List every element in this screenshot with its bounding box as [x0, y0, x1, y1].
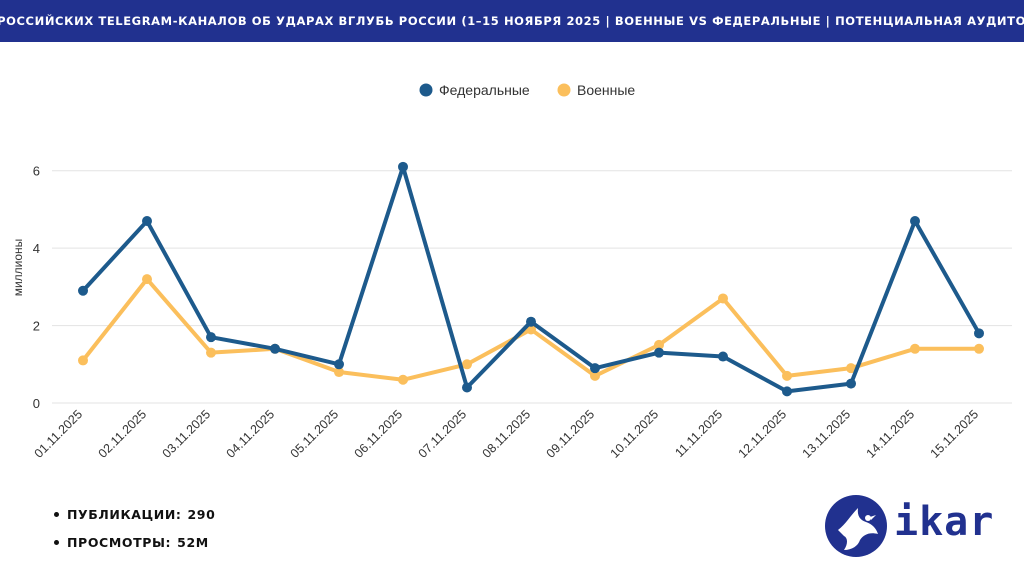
x-tick-label: 04.11.2025: [224, 407, 278, 461]
data-point: [654, 339, 664, 350]
data-point: [974, 328, 984, 339]
data-point: [782, 386, 792, 397]
data-point: [398, 374, 408, 385]
data-point: [654, 347, 664, 358]
y-tick-label: 4: [33, 241, 40, 256]
x-tick-label: 07.11.2025: [416, 407, 470, 461]
stat-value: 290: [187, 506, 216, 522]
x-tick-label: 10.11.2025: [608, 407, 662, 461]
data-point: [398, 161, 408, 172]
header-banner: ТОП РОССИЙСКИХ TELEGRAM-КАНАЛОВ ОБ УДАРА…: [0, 0, 1024, 42]
x-tick-label: 13.11.2025: [800, 407, 854, 461]
data-point: [526, 316, 536, 327]
y-tick-label: 0: [33, 396, 40, 411]
data-point: [206, 347, 216, 358]
stat-publications: ПУБЛИКАЦИИ: 290: [54, 500, 215, 528]
data-point: [206, 332, 216, 343]
data-point: [78, 285, 88, 296]
data-point: [718, 293, 728, 304]
x-tick-label: 09.11.2025: [544, 407, 598, 461]
x-tick-label: 14.11.2025: [864, 407, 918, 461]
stat-value: 52M: [177, 534, 209, 550]
y-tick-label: 6: [33, 164, 40, 179]
x-tick-label: 12.11.2025: [736, 407, 790, 461]
legend-marker: [419, 83, 433, 97]
data-point: [142, 274, 152, 285]
x-tick-label: 11.11.2025: [672, 407, 725, 460]
data-point: [910, 343, 920, 354]
stat-views: ПРОСМОТРЫ: 52M: [54, 528, 215, 556]
data-point: [462, 382, 472, 393]
bullet-icon: [54, 539, 59, 545]
data-point: [334, 367, 344, 378]
data-point: [846, 363, 856, 374]
x-tick-label: 03.11.2025: [160, 407, 214, 461]
logo-text: ikar: [894, 499, 995, 545]
data-point: [78, 355, 88, 366]
page-title: ТОП РОССИЙСКИХ TELEGRAM-КАНАЛОВ ОБ УДАРА…: [0, 14, 1024, 28]
x-tick-label: 15.11.2025: [928, 407, 982, 461]
data-point: [718, 351, 728, 362]
data-point: [910, 216, 920, 227]
x-tick-label: 02.11.2025: [96, 407, 150, 461]
x-tick-label: 06.11.2025: [352, 407, 406, 461]
x-tick-label: 05.11.2025: [288, 407, 342, 461]
legend-label: Военные: [577, 82, 635, 98]
stats-list: ПУБЛИКАЦИИ: 290 ПРОСМОТРЫ: 52M: [54, 500, 215, 556]
data-point: [974, 343, 984, 354]
data-point: [846, 378, 856, 389]
x-tick-label: 01.11.2025: [32, 407, 86, 461]
x-tick-label: 08.11.2025: [480, 407, 534, 461]
data-point: [590, 370, 600, 381]
data-point: [590, 363, 600, 374]
stat-label: ПРОСМОТРЫ:: [67, 534, 172, 550]
data-point: [462, 359, 472, 370]
ikar-logo: ikar: [824, 494, 1014, 558]
legend-label: Федеральные: [439, 82, 530, 98]
bullet-icon: [54, 511, 59, 517]
data-point: [270, 343, 280, 354]
y-tick-label: 2: [33, 319, 40, 334]
series-line: [81, 164, 981, 394]
data-point: [142, 216, 152, 227]
legend-marker: [557, 83, 571, 97]
data-point: [782, 370, 792, 381]
data-point: [334, 359, 344, 370]
dove-icon: [825, 495, 887, 557]
stat-label: ПУБЛИКАЦИИ:: [67, 506, 182, 522]
y-axis-label: миллионы: [11, 239, 25, 297]
line-chart: 0 2 4 6 миллионы 01.11.2025 02.11.2025 03.11.20…: [11, 82, 1012, 461]
